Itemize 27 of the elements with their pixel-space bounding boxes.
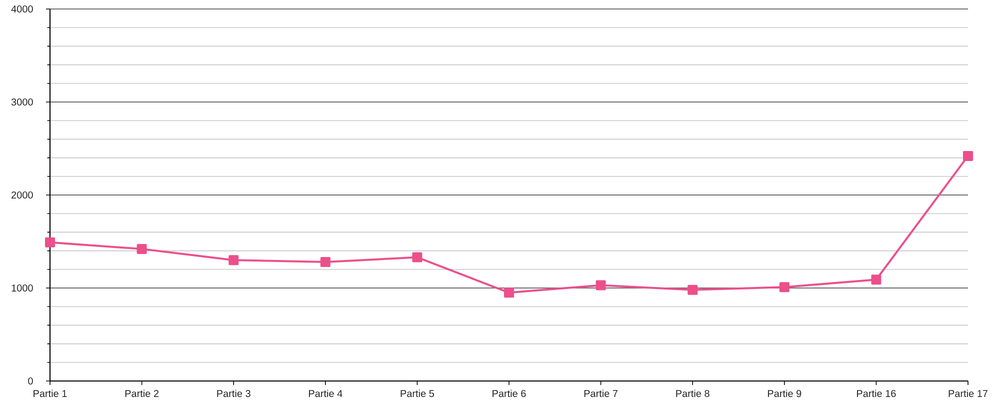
point	[45, 237, 55, 248]
y-tick-label: 0	[28, 377, 33, 385]
x-tick-label: Partie 8	[676, 390, 710, 398]
point	[963, 150, 974, 161]
x-tick-label: Partie 16	[857, 390, 896, 398]
y-tick-label: 1000	[12, 284, 33, 292]
point	[504, 288, 514, 298]
point	[228, 255, 239, 266]
point	[596, 280, 606, 290]
x-tick-label: Partie 3	[217, 390, 250, 398]
point	[136, 244, 147, 254]
y-tick-label: 3000	[11, 98, 33, 106]
y-tick-label: 4000	[11, 5, 33, 13]
x-tick-label: Partie 6	[492, 390, 526, 398]
point	[871, 274, 882, 285]
point	[412, 252, 422, 262]
x-tick-label: Partie 1	[34, 390, 67, 398]
point	[688, 284, 698, 295]
y-tick-label: 2000	[12, 191, 33, 199]
x-tick-label: Partie 4	[308, 390, 342, 398]
x-tick-label: Partie 2	[125, 390, 159, 398]
x-tick-label: Partie 9	[768, 390, 802, 398]
x-tick-label: Partie 17	[948, 390, 988, 398]
x-tick-label: Partie 7	[584, 390, 618, 398]
point	[779, 282, 790, 292]
point	[320, 256, 330, 267]
x-tick-label: Partie 5	[400, 390, 434, 398]
